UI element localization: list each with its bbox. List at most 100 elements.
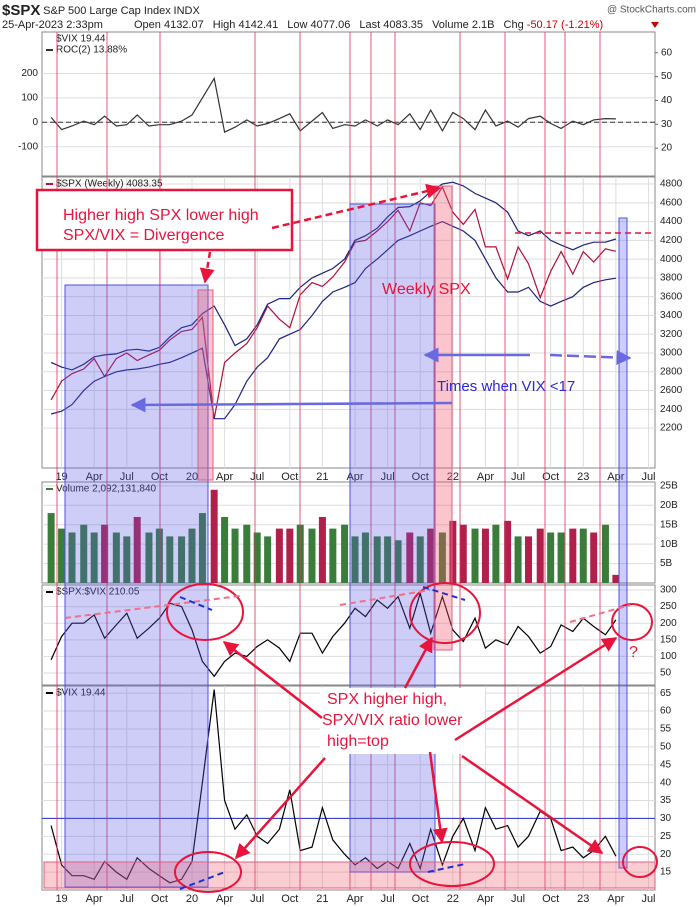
- y2-tick-label: 40: [661, 95, 673, 106]
- x-tick-label: Apr: [216, 471, 233, 483]
- note: SPX/VIX ratio lower: [322, 712, 463, 729]
- x-tick-label: 21: [316, 893, 328, 905]
- x-tick-label: Oct: [412, 893, 429, 905]
- y-tick-label: 50: [660, 668, 672, 679]
- x-tick-label: Apr: [86, 471, 103, 483]
- volume-bar: [112, 532, 120, 583]
- legend-label: $SPX:$VIX 210.05: [56, 587, 140, 598]
- x-tick-label: Oct: [281, 471, 298, 483]
- x-tick-label: Jul: [511, 471, 525, 483]
- y2-tick-label: 50: [661, 71, 673, 82]
- volume-bar: [308, 528, 316, 583]
- y-tick-label: 20B: [660, 500, 678, 511]
- x-tick-label: Jul: [250, 471, 264, 483]
- y-tick-label: 60: [660, 706, 672, 717]
- annotations: Higher high SPX lower high SPX/VIX = Div…: [35, 32, 658, 893]
- volume-bar: [579, 528, 587, 583]
- x-tick-label: Jul: [250, 893, 264, 905]
- x-tick-label: 20: [186, 471, 198, 483]
- volume-bar: [492, 524, 500, 583]
- quote-value: 4083.35: [383, 19, 423, 31]
- y-tick-label: 0: [32, 117, 38, 128]
- y-tick-label: 45: [660, 759, 672, 770]
- quote-value: 4077.06: [311, 19, 351, 31]
- arrows: [222, 636, 618, 860]
- y-tick-label: 20: [660, 849, 672, 860]
- note: Times when VIX <17: [437, 378, 575, 395]
- circles: [166, 582, 658, 893]
- volume-bar: [524, 536, 532, 583]
- quote-value: 2.1B: [472, 19, 495, 31]
- x-tick-label: Oct: [542, 471, 559, 483]
- panel-title: $VIX 19.44: [56, 34, 106, 45]
- volume-bar: [504, 520, 512, 583]
- y-tick-label: 10B: [660, 539, 678, 550]
- y-tick-label: 40: [660, 777, 672, 788]
- volume-bar: [569, 528, 577, 583]
- volume-bar: [612, 574, 620, 583]
- arrow: [199, 251, 215, 284]
- x-tick-label: Oct: [151, 471, 168, 483]
- price-line: [50, 185, 617, 419]
- y-tick-label: 2600: [660, 385, 683, 396]
- note: SPX/VIX = Divergence: [63, 227, 225, 244]
- legend-label: Volume 2,092,131,840: [56, 484, 157, 495]
- y-tick-label: 200: [21, 68, 38, 79]
- volume-bar: [406, 532, 414, 583]
- x-tick-label: Apr: [346, 471, 363, 483]
- volume-bar: [275, 528, 283, 583]
- vix-low-zone: [618, 217, 628, 869]
- symbol: $SPX: [2, 2, 40, 19]
- x-tick-label: Apr: [607, 893, 624, 905]
- note-bg: [320, 688, 485, 754]
- header-line: $SPX S&P 500 Large Cap Index INDX: [2, 2, 200, 19]
- quote-value: -50.17 (-1.21%): [527, 19, 603, 31]
- volume-bar: [198, 513, 206, 583]
- price-line: [50, 689, 617, 884]
- y-tick-label: 200: [660, 618, 677, 629]
- x-tick-label: 21: [316, 471, 328, 483]
- volume-bar: [231, 528, 239, 583]
- x-tick-label: Jul: [641, 471, 655, 483]
- x-tick-label: Apr: [86, 893, 103, 905]
- volume-bar: [351, 536, 359, 583]
- y-tick-label: -100: [18, 141, 38, 152]
- upper-band: [50, 181, 617, 371]
- volume-bar: [449, 520, 457, 583]
- quote-value: 4142.41: [238, 19, 278, 31]
- lower-band: [50, 220, 616, 420]
- volume-bar: [361, 532, 369, 583]
- y-tick-label: 4200: [660, 235, 683, 246]
- volume-bar: [590, 532, 598, 583]
- y-tick-label: 3200: [660, 329, 683, 340]
- volume-bar: [557, 532, 565, 583]
- vix-low-zone: [64, 284, 209, 888]
- volume-bar: [243, 524, 251, 583]
- note-box: [35, 188, 294, 252]
- x-tick-label: Jul: [120, 471, 134, 483]
- panel: [41, 584, 656, 686]
- volume-bar: [384, 536, 392, 583]
- volume-bar: [373, 536, 381, 583]
- down-triangle: [651, 22, 659, 28]
- volume-bar: [133, 516, 141, 583]
- pink-band: [43, 861, 656, 889]
- date: 25-Apr-2023 2:33pm: [2, 19, 103, 31]
- y-tick-label: 55: [660, 724, 672, 735]
- arrow: [130, 397, 453, 413]
- volume-bar: [318, 516, 326, 583]
- volume-bar: [58, 528, 66, 583]
- volume-bar: [427, 528, 435, 583]
- y-tick-label: 3400: [660, 310, 683, 321]
- x-tick-label: 19: [55, 893, 67, 905]
- y-tick-label: 30: [660, 813, 672, 824]
- x-tick-label: Apr: [477, 893, 494, 905]
- exchange: INDX: [174, 5, 201, 17]
- y-tick-label: 4400: [660, 216, 683, 227]
- volume-bar: [90, 532, 98, 583]
- y-tick-label: 2200: [660, 423, 683, 434]
- volume-bar: [481, 528, 489, 583]
- note: SPX higher high,: [327, 691, 447, 708]
- y-tick-label: 3000: [660, 348, 683, 359]
